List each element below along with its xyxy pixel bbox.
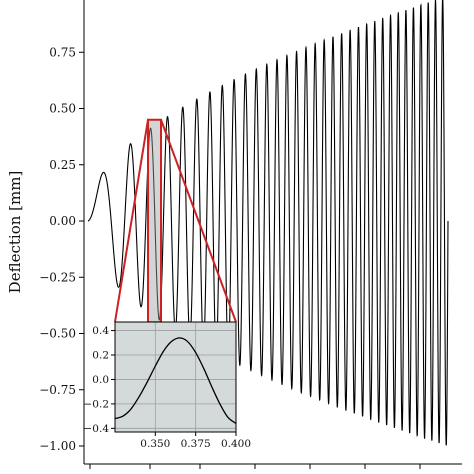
y-tick-label: −0.25 [39,270,76,284]
y-tick-label: 0.00 [49,214,76,228]
y-tick-label: −0.75 [39,383,76,397]
y-tick-label: −1.00 [39,439,76,453]
y-tick-label: 0.50 [49,102,76,116]
inset-y-tick-label: 0.2 [92,350,109,362]
inset-y-tick-label: −0.2 [84,398,110,410]
y-tick-label: 0.25 [49,158,76,172]
inset-x-tick-label: 0.350 [140,438,170,450]
y-tick-label: 0.75 [49,45,76,59]
zoom-connector [114,118,237,324]
zoom-connector-line [160,119,237,323]
inset-frame [114,321,237,433]
inset-y-tick-label: 0.0 [92,374,109,386]
inset-y-tick-label: 0.4 [92,325,109,337]
inset-x-tick-label: 0.400 [221,438,251,450]
zoom-connector-line [114,119,149,323]
inset-background [115,322,236,432]
zoom-region-box [147,118,162,324]
inset-signal-line [114,337,237,424]
inset-plot: 0.4 0.2 0.0 −0.2 −0.4 0.350 0.375 0.400 [84,321,251,450]
y-axis-title: Deflection [mm] [6,171,24,294]
y-tick-label: −0.50 [39,327,76,341]
inset-y-tick-label: −0.4 [84,423,110,435]
inset-x-tick-label: 0.375 [181,438,211,450]
